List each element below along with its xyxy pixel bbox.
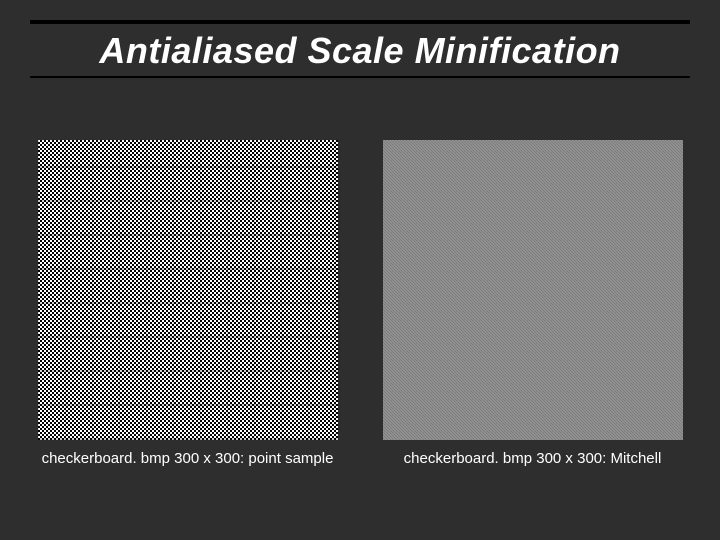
slide-title: Antialiased Scale Minification <box>30 24 690 76</box>
figure-left: checkerboard. bmp 300 x 300: point sampl… <box>35 140 340 467</box>
title-block: Antialiased Scale Minification <box>0 0 720 86</box>
figure-right: checkerboard. bmp 300 x 300: Mitchell <box>380 140 685 467</box>
checkerboard-mitchell <box>383 140 683 440</box>
figure-left-image <box>38 140 338 440</box>
figure-row: checkerboard. bmp 300 x 300: point sampl… <box>35 140 685 467</box>
rule-bottom <box>30 76 690 78</box>
slide: Antialiased Scale Minification checkerbo… <box>0 0 720 540</box>
checkerboard-point-sample <box>38 140 338 440</box>
figure-right-caption: checkerboard. bmp 300 x 300: Mitchell <box>404 450 662 467</box>
figure-right-image <box>383 140 683 440</box>
figure-left-caption: checkerboard. bmp 300 x 300: point sampl… <box>42 450 334 467</box>
